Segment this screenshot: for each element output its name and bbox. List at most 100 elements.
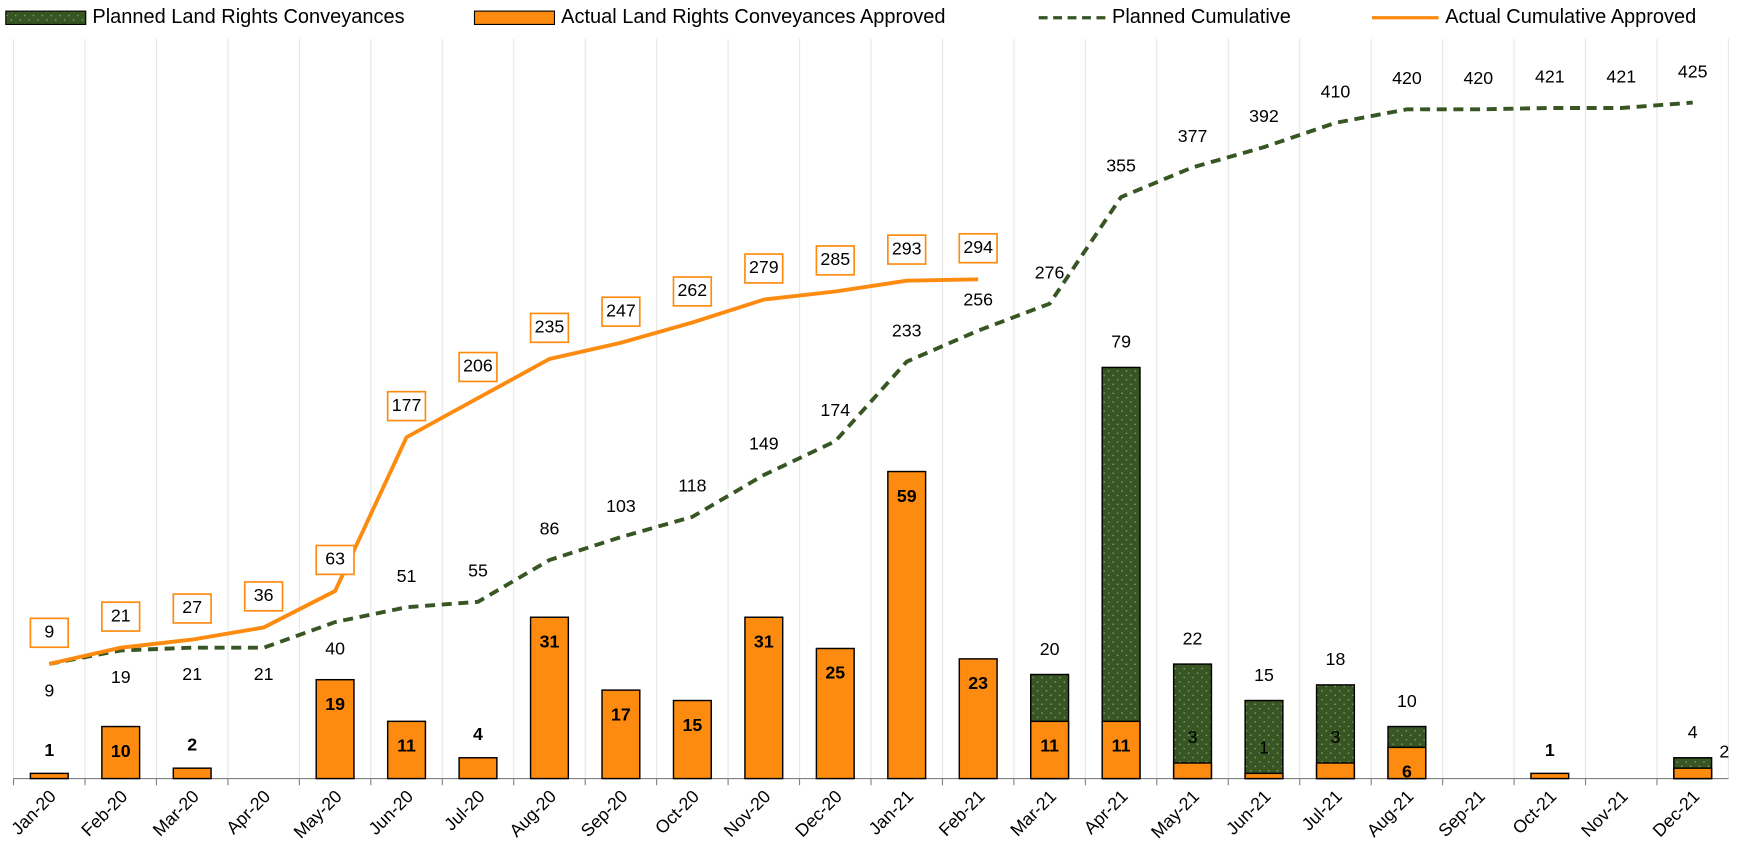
data-label: 15 bbox=[682, 715, 702, 735]
data-label: 31 bbox=[540, 631, 560, 651]
actual-bar bbox=[1387, 746, 1427, 780]
label-box bbox=[958, 232, 998, 264]
label-box bbox=[887, 234, 927, 265]
actual-bar bbox=[744, 616, 784, 780]
x-tick-label: Sep-20 bbox=[577, 786, 632, 841]
legend-label: Actual Cumulative Approved bbox=[1445, 6, 1696, 28]
data-label: 247 bbox=[606, 300, 636, 320]
actual-bar bbox=[315, 678, 355, 780]
legend-label: Planned Cumulative bbox=[1112, 6, 1291, 28]
data-label: 86 bbox=[540, 519, 560, 539]
actual-bar bbox=[1530, 772, 1570, 780]
data-label: 4 bbox=[473, 724, 483, 744]
x-tick-label: Nov-21 bbox=[1577, 786, 1632, 841]
x-tick-label: Dec-21 bbox=[1649, 786, 1704, 841]
x-tick-label: Apr-21 bbox=[1080, 786, 1132, 838]
x-tick-label: Dec-20 bbox=[791, 786, 846, 841]
data-label: 421 bbox=[1535, 67, 1565, 87]
actual-bar bbox=[386, 720, 427, 780]
actual-bar bbox=[601, 689, 641, 780]
data-label: 21 bbox=[254, 664, 274, 684]
data-label: 10 bbox=[111, 741, 131, 761]
x-tick-label: Apr-20 bbox=[222, 786, 274, 838]
label-box bbox=[601, 296, 641, 327]
data-label: 118 bbox=[678, 476, 706, 496]
data-label: 10 bbox=[1397, 691, 1417, 711]
label-box bbox=[172, 593, 212, 624]
data-label: 392 bbox=[1249, 106, 1279, 126]
label-box bbox=[744, 253, 784, 284]
data-label: 6 bbox=[1402, 762, 1412, 782]
legend-label: Planned Land Rights Conveyances bbox=[92, 6, 404, 28]
data-label: 11 bbox=[1040, 736, 1059, 756]
x-tick-label: May-21 bbox=[1147, 786, 1203, 842]
data-label: 262 bbox=[678, 280, 708, 300]
actual-bar bbox=[1315, 762, 1356, 780]
data-label: 17 bbox=[611, 704, 631, 724]
actual-bar bbox=[529, 616, 570, 780]
actual-bar bbox=[887, 470, 927, 780]
data-label: 256 bbox=[963, 289, 993, 309]
planned-bar bbox=[1172, 663, 1213, 780]
data-label: 11 bbox=[1112, 736, 1131, 756]
data-label: 19 bbox=[325, 694, 345, 714]
data-label: 3 bbox=[1188, 727, 1198, 747]
actual-bar bbox=[815, 647, 855, 780]
data-label: 420 bbox=[1464, 68, 1494, 88]
x-tick-label: Aug-21 bbox=[1363, 786, 1418, 841]
label-box bbox=[243, 581, 284, 612]
label-box bbox=[672, 276, 713, 307]
data-label: 4 bbox=[1688, 722, 1698, 742]
data-label: 293 bbox=[892, 238, 922, 258]
x-tick-label: Jan-20 bbox=[7, 786, 60, 839]
data-label: 1 bbox=[1259, 738, 1269, 758]
legend-swatch bbox=[473, 10, 556, 25]
actual-bar bbox=[172, 767, 212, 780]
data-label: 63 bbox=[325, 549, 345, 569]
data-label: 21 bbox=[111, 605, 131, 625]
x-tick-label: Feb-20 bbox=[77, 786, 131, 840]
label-box bbox=[29, 617, 69, 649]
planned-bar bbox=[1101, 366, 1141, 780]
actual-bar bbox=[1673, 767, 1713, 780]
data-label: 410 bbox=[1321, 82, 1351, 102]
x-tick-label: Aug-20 bbox=[505, 786, 560, 841]
data-label: 294 bbox=[963, 237, 993, 257]
data-label: 174 bbox=[820, 400, 850, 420]
data-label: 206 bbox=[463, 356, 493, 376]
x-tick-label: Oct-20 bbox=[651, 786, 703, 838]
label-box bbox=[101, 601, 141, 632]
data-label: 9 bbox=[44, 621, 54, 641]
x-tick-label: Mar-21 bbox=[1006, 786, 1060, 840]
x-tick-label: Jul-20 bbox=[440, 786, 488, 834]
data-label: 1 bbox=[1545, 740, 1555, 760]
x-tick-label: Sep-21 bbox=[1434, 786, 1489, 841]
data-label: 31 bbox=[754, 631, 774, 651]
actual-bar bbox=[458, 757, 498, 780]
data-label: 177 bbox=[392, 395, 422, 415]
data-label: 27 bbox=[182, 597, 202, 617]
actual-bar bbox=[101, 725, 141, 780]
x-tick-label: Oct-21 bbox=[1509, 786, 1561, 838]
data-label: 355 bbox=[1106, 156, 1136, 176]
data-label: 9 bbox=[44, 680, 54, 700]
actual-bar bbox=[1172, 762, 1213, 780]
label-box bbox=[458, 351, 498, 383]
data-label: 55 bbox=[468, 561, 488, 581]
data-label: 235 bbox=[535, 317, 565, 337]
data-label: 51 bbox=[397, 566, 417, 586]
x-tick-label: Jun-21 bbox=[1222, 786, 1275, 839]
data-label: 425 bbox=[1678, 61, 1708, 81]
data-label: 2 bbox=[1719, 741, 1729, 761]
actual-cumulative-line bbox=[48, 277, 979, 666]
actual-bar bbox=[1101, 720, 1141, 780]
data-label: 103 bbox=[606, 496, 636, 516]
data-label: 20 bbox=[1040, 639, 1060, 659]
legend-label: Actual Land Rights Conveyances Approved bbox=[561, 6, 945, 28]
label-box bbox=[815, 245, 855, 276]
data-label: 40 bbox=[325, 639, 345, 659]
x-tick-label: Jun-20 bbox=[365, 786, 418, 839]
data-label: 421 bbox=[1606, 67, 1636, 87]
data-label: 79 bbox=[1111, 332, 1131, 352]
